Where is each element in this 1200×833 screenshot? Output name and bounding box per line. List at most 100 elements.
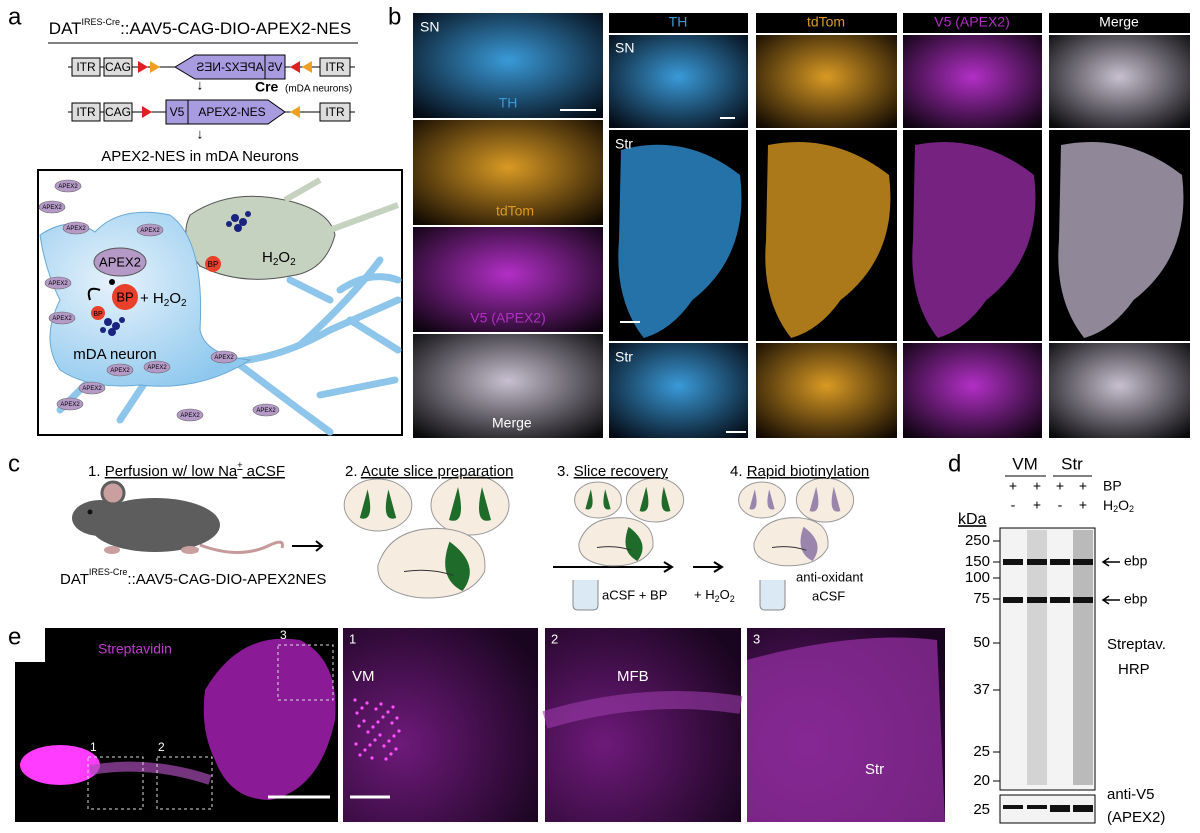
marker-label: 250 bbox=[965, 532, 990, 549]
subscript: 2 bbox=[164, 298, 170, 309]
substrate bbox=[205, 256, 221, 272]
inset-box bbox=[156, 756, 213, 810]
cassette bbox=[174, 54, 286, 80]
construct-title: DATIRES-Cre::AAV5-CAG-DIO-APEX2-NES bbox=[49, 17, 351, 38]
cell-dot bbox=[386, 710, 390, 714]
tag-label: APEX2 bbox=[180, 413, 200, 419]
group-label: Str bbox=[1061, 454, 1083, 473]
cell-dot bbox=[371, 725, 375, 729]
tag-label: APEX2 bbox=[66, 226, 86, 232]
micrograph bbox=[413, 13, 603, 118]
probe-label: HRP bbox=[1118, 661, 1150, 678]
tile-label: SN bbox=[420, 19, 439, 35]
neighbor-cell bbox=[185, 195, 336, 280]
row-label: SN bbox=[615, 40, 634, 56]
column-header-bar bbox=[1049, 13, 1190, 33]
sign: - bbox=[1011, 497, 1016, 513]
striatum bbox=[203, 638, 336, 800]
element-label: APEX2-NES bbox=[198, 105, 265, 119]
brain-slice bbox=[625, 477, 685, 523]
text: ::AAV5-CAG-DIO-APEX2-NES bbox=[120, 19, 351, 38]
superscript: IRES-Cre bbox=[82, 17, 121, 27]
column-header-bar bbox=[756, 13, 897, 33]
tag-label: APEX2 bbox=[256, 408, 276, 414]
micrograph bbox=[903, 343, 1042, 438]
mouse bbox=[72, 480, 284, 554]
sign: + bbox=[1009, 478, 1017, 494]
slice-tract bbox=[596, 546, 632, 551]
micrograph bbox=[756, 35, 897, 128]
lox-site bbox=[302, 61, 312, 73]
text: H bbox=[262, 249, 273, 266]
inset-box bbox=[277, 644, 334, 701]
micrograph bbox=[343, 628, 538, 822]
sagittal-slice bbox=[377, 527, 486, 599]
element-box bbox=[103, 102, 133, 122]
element-label: CAG bbox=[105, 105, 131, 119]
column-header: V5 (APEX2) bbox=[934, 14, 1009, 30]
striatum-section bbox=[618, 144, 742, 338]
region-label: MFB bbox=[617, 668, 649, 685]
probe-label: (APEX2) bbox=[1107, 809, 1165, 826]
column-header-bar bbox=[609, 13, 748, 33]
subscript: 2 bbox=[715, 594, 720, 604]
subscript: 2 bbox=[1129, 504, 1134, 514]
micrograph bbox=[413, 334, 603, 438]
element-box bbox=[319, 102, 351, 122]
sign: + bbox=[1033, 478, 1041, 494]
text: O bbox=[720, 587, 730, 602]
enzyme-label: APEX2 bbox=[99, 254, 141, 269]
buffer-label: aCSF bbox=[812, 588, 845, 603]
slice-region bbox=[639, 486, 671, 512]
column-header-bar bbox=[903, 13, 1042, 33]
cell-dot bbox=[391, 705, 395, 709]
striatum bbox=[747, 637, 945, 822]
cell-dot bbox=[374, 707, 378, 711]
striatum-section bbox=[1058, 141, 1184, 338]
micrograph bbox=[413, 227, 603, 332]
brain-slice bbox=[343, 478, 413, 532]
tag-blob bbox=[54, 179, 82, 193]
marker-label: 100 bbox=[965, 569, 990, 586]
substrate bbox=[112, 284, 138, 310]
cell-dot bbox=[368, 743, 372, 747]
micrograph bbox=[609, 343, 748, 438]
step-title: 3. Slice recovery bbox=[557, 463, 668, 480]
striatum-section bbox=[765, 141, 891, 338]
sagittal-slice bbox=[753, 517, 829, 567]
cell-dot bbox=[395, 716, 399, 720]
panel-e: e Streptavidin 1 2 3 1 VM 2 MFB 3 Str bbox=[8, 623, 945, 822]
smear bbox=[1073, 530, 1093, 785]
row-label: BP bbox=[1103, 478, 1122, 494]
tag-blob bbox=[106, 363, 134, 377]
marker-label: 25 bbox=[973, 743, 990, 760]
band bbox=[1027, 597, 1047, 603]
tile-label: Merge bbox=[492, 415, 532, 431]
tag-blob bbox=[78, 381, 106, 395]
lox-site bbox=[150, 61, 160, 73]
band bbox=[1073, 597, 1093, 603]
subscript: 2 bbox=[273, 257, 279, 268]
lox-site bbox=[142, 106, 152, 118]
column-header: tdTom bbox=[807, 14, 845, 30]
cell-dot bbox=[394, 747, 398, 751]
micrograph bbox=[413, 120, 603, 225]
cell-dot bbox=[389, 752, 393, 756]
box-label: 2 bbox=[158, 740, 165, 754]
slice-region bbox=[585, 489, 611, 510]
tile-label: TH bbox=[499, 95, 518, 111]
arrow-label: ebp bbox=[1124, 591, 1148, 607]
tag-blob bbox=[143, 360, 171, 374]
slice-region bbox=[809, 486, 841, 512]
molecule-cluster bbox=[100, 211, 251, 336]
step-number: 3. bbox=[557, 463, 570, 480]
buffer-label: aCSF + BP bbox=[602, 587, 667, 602]
cell-dot bbox=[379, 702, 383, 706]
cell-dot bbox=[387, 739, 391, 743]
micrograph bbox=[1049, 343, 1190, 438]
smear bbox=[1027, 530, 1047, 785]
group-label: VM bbox=[1012, 454, 1038, 473]
subscript: 2 bbox=[1113, 504, 1118, 514]
element-label: ITR bbox=[76, 105, 96, 119]
